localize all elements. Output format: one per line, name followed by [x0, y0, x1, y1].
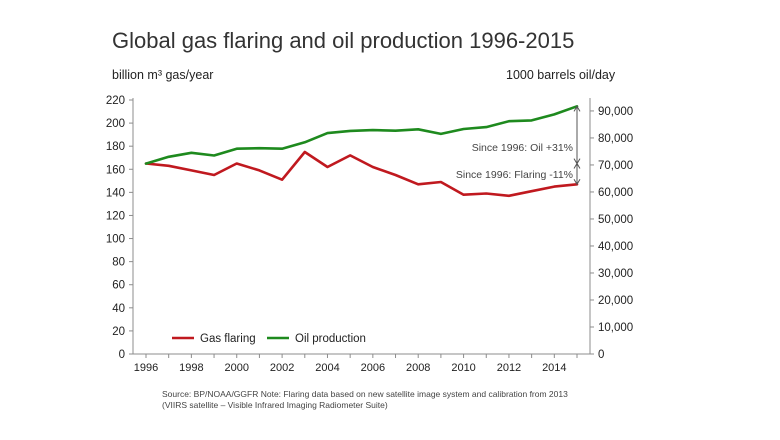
- x-tick-label: 1998: [179, 362, 203, 374]
- left-y-tick-label: 20: [112, 326, 125, 338]
- x-tick-label: 1996: [134, 362, 158, 374]
- left-y-tick-label: 160: [106, 164, 125, 176]
- oil-change-arrowhead: [573, 105, 581, 112]
- flaring-change-arrowhead: [573, 179, 581, 186]
- source-line-1: Source: BP/NOAA/GGFR Note: Flaring data …: [162, 389, 568, 399]
- right-y-tick-label: 10,000: [598, 322, 633, 334]
- left-y-tick-label: 80: [112, 257, 125, 269]
- right-y-tick-label: 70,000: [598, 160, 633, 172]
- left-y-tick-label: 200: [106, 118, 125, 130]
- source-note: Source: BP/NOAA/GGFR Note: Flaring data …: [162, 389, 568, 411]
- legend-label-oil-production: Oil production: [295, 333, 366, 345]
- left-y-tick-label: 40: [112, 303, 125, 315]
- right-axis-unit-label: 1000 barrels oil/day: [506, 68, 616, 82]
- right-y-tick-label: 0: [598, 349, 604, 361]
- x-tick-label: 2000: [224, 362, 248, 374]
- legend-label-gas-flaring: Gas flaring: [200, 333, 256, 345]
- x-tick-label: 2004: [315, 362, 339, 374]
- flaring-change-annotation: Since 1996: Flaring -11%: [456, 169, 573, 181]
- x-tick-label: 2010: [451, 362, 475, 374]
- left-y-tick-label: 120: [106, 210, 125, 222]
- source-line-2: (VIIRS satellite – Visible Infrared Imag…: [162, 400, 388, 410]
- x-tick-label: 2012: [497, 362, 521, 374]
- left-y-tick-label: 0: [119, 349, 125, 361]
- x-tick-label: 2014: [542, 362, 566, 374]
- x-tick-label: 2006: [361, 362, 385, 374]
- right-y-tick-label: 80,000: [598, 133, 633, 145]
- x-tick-label: 2008: [406, 362, 430, 374]
- left-y-tick-label: 180: [106, 141, 125, 153]
- gas-flaring-line: [144, 150, 579, 198]
- left-axis-unit-label: billion m³ gas/year: [112, 68, 214, 82]
- right-y-tick-label: 40,000: [598, 241, 633, 253]
- right-y-tick-label: 60,000: [598, 187, 633, 199]
- oil-production-line: [144, 105, 579, 165]
- left-y-tick-label: 220: [106, 95, 125, 107]
- flaring-change-arrowhead: [573, 162, 581, 169]
- right-y-tick-label: 30,000: [598, 268, 633, 280]
- left-y-tick-label: 140: [106, 187, 125, 199]
- right-y-tick-label: 20,000: [598, 295, 633, 307]
- chart-title: Global gas flaring and oil production 19…: [112, 28, 575, 53]
- right-y-tick-label: 50,000: [598, 214, 633, 226]
- left-y-tick-label: 100: [106, 234, 125, 246]
- x-tick-label: 2002: [270, 362, 294, 374]
- left-y-tick-label: 60: [112, 280, 125, 292]
- oil-change-annotation: Since 1996: Oil +31%: [472, 142, 573, 154]
- right-y-tick-label: 90,000: [598, 106, 633, 118]
